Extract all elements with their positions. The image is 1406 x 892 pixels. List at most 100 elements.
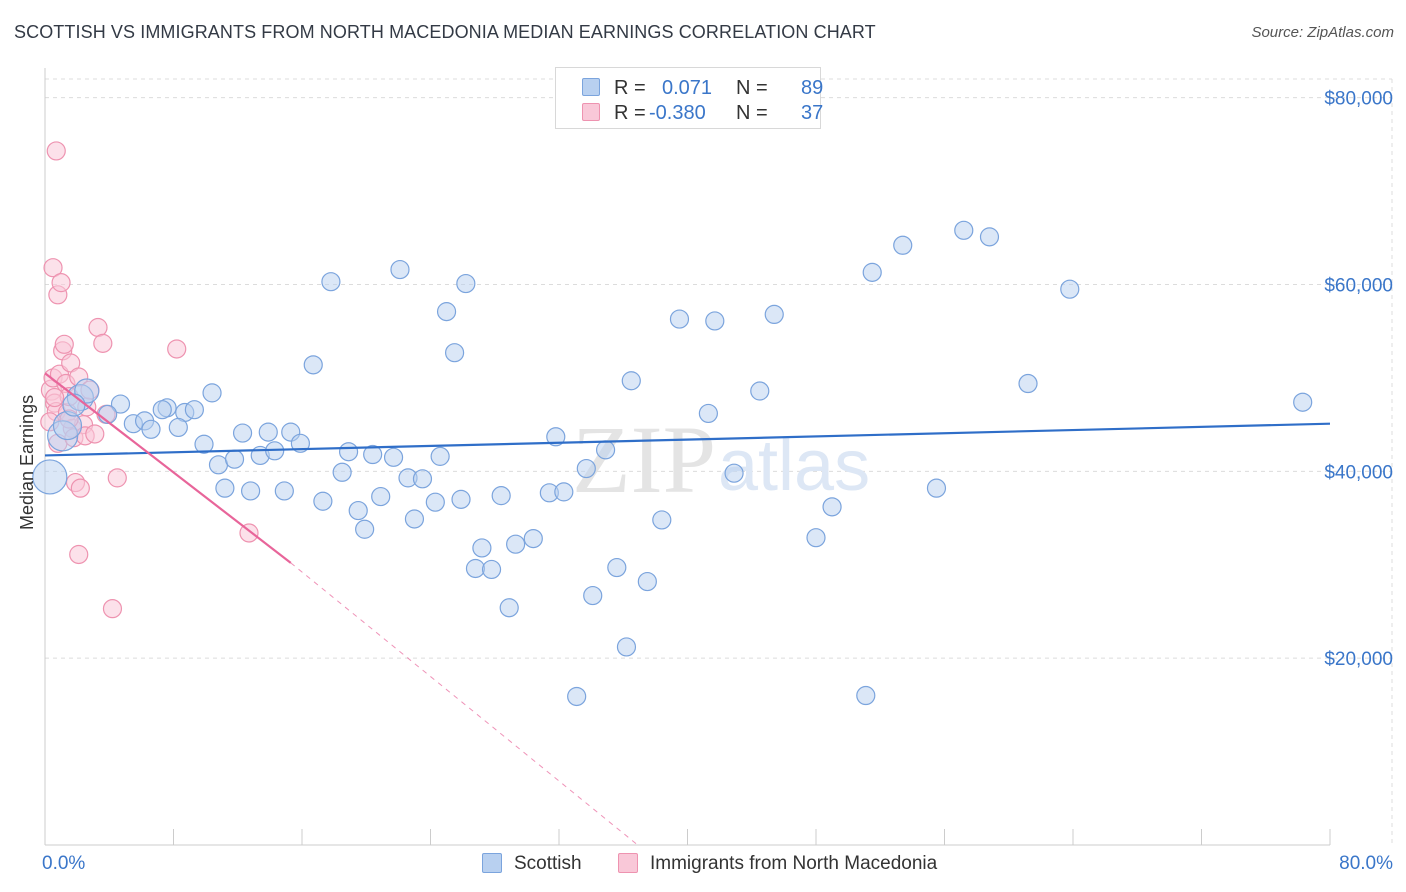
blue-point (303, 355, 323, 375)
blue-point (290, 433, 310, 453)
blue-point (546, 427, 566, 447)
pink-trend-line (44, 372, 292, 564)
y-tick-label: $80,000 (1324, 89, 1393, 110)
blue-point (1060, 279, 1080, 299)
blue-point (705, 311, 725, 331)
blue-point (979, 227, 1000, 247)
blue-point (607, 557, 627, 578)
y-tick-label: $60,000 (1324, 276, 1393, 297)
y-axis-label: Median Earnings (17, 395, 37, 530)
y-tick-label: $40,000 (1324, 462, 1393, 483)
blue-point (412, 469, 433, 489)
pink-point (43, 258, 63, 278)
blue-point (472, 538, 492, 558)
blue-point (583, 585, 603, 606)
pink-point (54, 334, 74, 354)
blue-point (224, 449, 245, 469)
blue-point (499, 598, 519, 618)
blue-point (862, 262, 882, 282)
blue-point (241, 481, 261, 501)
watermark-atlas: atlas (718, 426, 870, 506)
blue-point (363, 444, 383, 465)
blue-point (404, 509, 425, 529)
blue-point (152, 400, 172, 420)
blue-point (194, 434, 214, 454)
pink-point (46, 141, 66, 161)
axes (44, 68, 1331, 846)
blue-point (1293, 392, 1313, 412)
blue-point (856, 685, 876, 706)
blue-point (595, 440, 616, 460)
blue-point (506, 534, 526, 554)
bottom-swatch-blue (482, 853, 502, 873)
legend-swatch-pink (582, 103, 600, 121)
x-tick-label: 0.0% (42, 853, 85, 874)
bottom-legend-label: Scottish (514, 853, 582, 874)
pink-point (70, 478, 90, 498)
blue-point (371, 486, 391, 507)
blue-point (215, 478, 235, 498)
blue-point (430, 446, 450, 466)
legend-n-value: 89 (801, 77, 824, 99)
pink-trend-extension (290, 562, 639, 846)
blue-point (338, 442, 359, 462)
chart-title: SCOTTISH VS IMMIGRANTS FROM NORTH MACEDO… (14, 22, 876, 42)
pink-point (45, 387, 65, 408)
blue-point (202, 383, 222, 403)
blue-point (822, 497, 842, 517)
legend-r-value: -0.380 (649, 102, 706, 124)
blue-point (616, 637, 637, 657)
blue-point (465, 558, 486, 579)
pink-point (69, 544, 89, 565)
y-tick-label: $20,000 (1324, 649, 1393, 670)
blue-point (32, 459, 68, 495)
pink-point (88, 317, 108, 338)
blue-point (567, 686, 587, 707)
blue-point (436, 302, 457, 322)
blue-point (348, 500, 368, 521)
legend-r-value: 0.071 (662, 77, 713, 99)
blue-point (523, 528, 543, 549)
blue-point (954, 220, 974, 240)
watermark-zip: ZIP (572, 406, 716, 513)
tick-labels: $20,000 $40,000 $60,000 $80,000 0.0% 80.0% (42, 89, 1393, 874)
blue-point (232, 423, 253, 443)
x-tick-label: 80.0% (1339, 853, 1393, 874)
pink-point (102, 599, 123, 619)
legend-r-label: R = (614, 77, 646, 99)
legend-swatch-blue (582, 78, 600, 96)
blue-point (383, 447, 404, 467)
trend-lines (44, 372, 1331, 846)
pink-point (85, 424, 105, 444)
blue-point (141, 419, 161, 439)
pink-point (107, 468, 127, 488)
correlation-legend: R = 0.071 N = 89 R = -0.380 N = 37 (555, 67, 824, 129)
blue-point (669, 309, 690, 329)
pink-point (51, 273, 71, 293)
pink-point (93, 333, 113, 353)
source-label: Source: ZipAtlas.com (1251, 24, 1394, 41)
blue-point (425, 492, 445, 512)
blue-point (621, 371, 641, 391)
pink-series-points (40, 141, 259, 619)
blue-point (926, 478, 947, 498)
blue-point (698, 403, 718, 424)
blue-point (258, 422, 278, 442)
bottom-legend-label: Immigrants from North Macedonia (650, 853, 938, 874)
blue-point (491, 486, 511, 506)
legend-n-label: N = (736, 77, 768, 99)
blue-point (313, 491, 333, 511)
blue-point (750, 381, 770, 401)
blue-point (321, 272, 341, 292)
blue-point (637, 571, 657, 592)
blue-point (724, 463, 744, 483)
pink-point (167, 339, 187, 359)
blue-point (764, 304, 784, 325)
blue-series-points (32, 220, 1313, 707)
blue-point (576, 458, 596, 479)
blue-point (390, 259, 410, 280)
legend-n-value: 37 (801, 102, 824, 124)
blue-trend-line (44, 422, 1331, 457)
blue-point (184, 400, 204, 420)
